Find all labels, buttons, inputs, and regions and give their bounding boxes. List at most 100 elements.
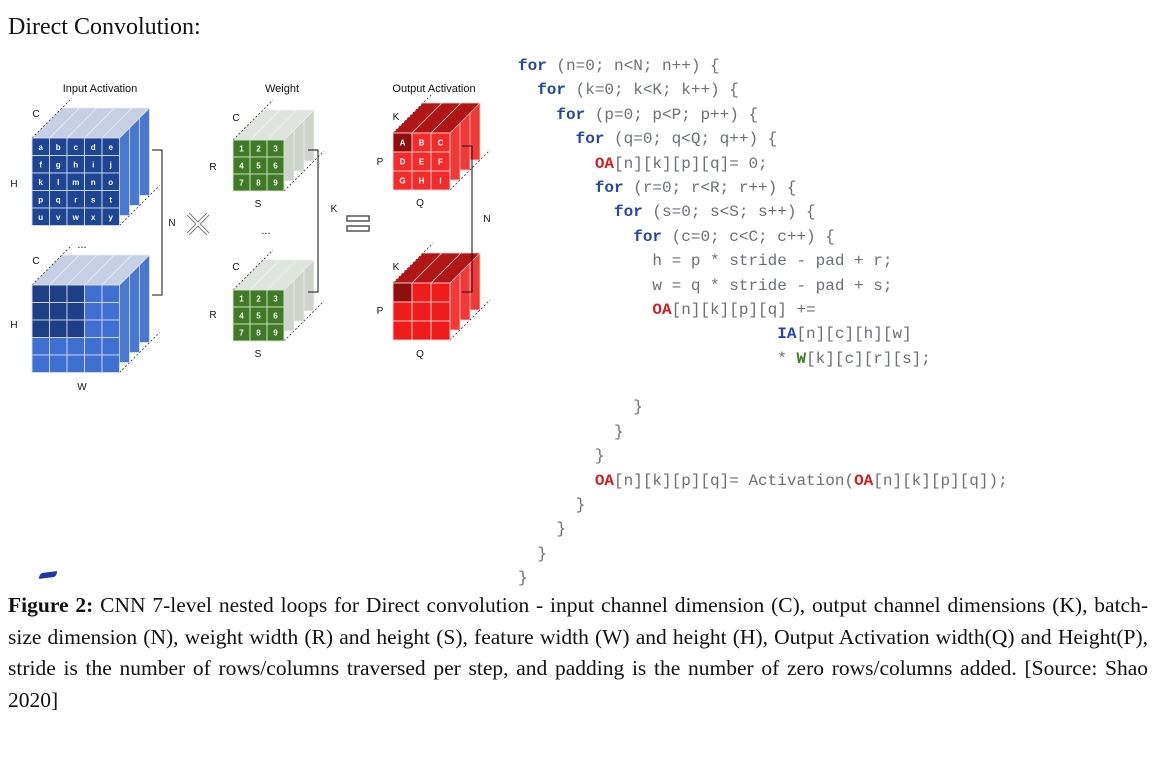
output-front-bottom-cell (411, 301, 432, 322)
weight-front-bottom-cell-label: 1 (239, 295, 244, 304)
input-c-label-top: C (32, 109, 39, 120)
input-front-bottom-cell (49, 354, 68, 373)
input-front-bottom-cell (101, 319, 120, 338)
output-front-top-cell-label: C (438, 139, 444, 148)
code-token-oa: OA (594, 471, 615, 490)
code-token-w: W (796, 349, 807, 368)
output-front-bottom-cell (411, 282, 432, 303)
output-k-label-top: K (393, 112, 400, 123)
output-cube-top-depth-edge (449, 149, 491, 191)
code-line: } (518, 566, 1008, 590)
output-front-top-cell-label: I (439, 177, 441, 186)
input-front-bottom-cell (84, 319, 103, 338)
output-front-top-cell-label: G (399, 177, 405, 186)
output-front-top-cell-label: A (400, 139, 406, 148)
output-cube-bottom-depth-edge (392, 242, 434, 284)
code-line: for (s=0; s<S; s++) { (518, 200, 1008, 224)
input-front-bottom-cell (66, 284, 85, 303)
input-front-top-cell-label: r (74, 195, 77, 204)
output-q-label-bottom: Q (416, 349, 424, 360)
code-line: w = q * stride - pad + s; (518, 274, 1008, 298)
weight-front-top-cell-label: 2 (256, 145, 261, 154)
input-cube-top-depth-edge (31, 97, 73, 139)
code-text: (r=0; r<R; r++) { (623, 178, 797, 197)
weight-front-bottom-cell-label: 9 (273, 329, 278, 338)
input-h-label-bottom: H (10, 320, 17, 331)
input-front-top-cell-label: j (109, 160, 112, 169)
input-front-bottom-cell (101, 354, 120, 373)
input-h-label-top: H (10, 179, 17, 190)
code-token-kw: for (518, 57, 547, 75)
code-line: for (k=0; k<K; k++) { (518, 78, 1008, 102)
weight-front-top-cell-label: 6 (273, 162, 278, 171)
code-text: } (518, 569, 528, 588)
output-bracket (462, 145, 473, 293)
input-front-top-cell-label: e (109, 143, 114, 152)
code-text (518, 325, 777, 343)
input-front-top-cell-label: p (38, 195, 43, 204)
code-text: [n][k][p][q] += (671, 300, 816, 319)
input-front-top-cell-label: c (74, 143, 79, 152)
input-front-bottom-cell (49, 319, 68, 338)
input-front-top-cell-label: v (56, 213, 61, 222)
input-front-bottom-cell (49, 337, 68, 356)
input-front-top-cell-label: h (73, 160, 78, 169)
weight-front-top-cell (266, 173, 285, 192)
code-text: } (518, 447, 605, 466)
output-front-bottom-cell (430, 301, 451, 322)
weight-cube-top-depth-edge (232, 99, 274, 141)
section-heading: Direct Convolution: (8, 14, 201, 40)
input-front-top-cell-label: q (56, 195, 61, 204)
weight-c-label-top: C (232, 113, 239, 124)
code-line (518, 371, 1008, 395)
code-line: } (518, 542, 1008, 566)
output-front-bottom-cell (392, 320, 413, 341)
code-text: [n][c][h][w] (796, 325, 912, 344)
input-cube-bottom-depth-edge (119, 332, 160, 373)
code-line: } (518, 395, 1008, 419)
input-front-bottom-cell (31, 302, 50, 321)
input-front-top-cell-label: y (109, 213, 114, 222)
input-cube-bottom-depth-edge (31, 244, 73, 286)
weight-front-top-cell-label: 3 (273, 145, 278, 154)
weight-front-top-cell-label: 7 (239, 179, 244, 188)
code-line: * W[k][c][r][s]; (518, 347, 1008, 371)
weight-front-top-cell-label: 9 (273, 179, 278, 188)
input-front-top-cell-label: x (91, 213, 96, 222)
code-text: (k=0; k<K; k++) { (566, 81, 739, 100)
input-front-bottom-cell (49, 302, 68, 321)
input-ellipsis: ... (77, 239, 86, 251)
output-front-top-cell-label: F (438, 158, 443, 167)
input-front-top-cell-label: b (56, 143, 61, 152)
output-front-bottom-cell (430, 320, 451, 341)
input-front-bottom-cell (84, 337, 103, 356)
code-text (518, 203, 614, 221)
weight-front-bottom-cell-label: 7 (239, 329, 244, 338)
input-cube-top-depth-edge (119, 185, 160, 226)
code-line: } (518, 444, 1008, 468)
input-front-top-cell-label: a (39, 143, 44, 152)
caption-text: CNN 7-level nested loops for Direct conv… (8, 593, 1149, 712)
code-text: [n][k][p][q]); (873, 471, 1008, 490)
input-front-bottom-cell (66, 337, 85, 356)
code-text: (q=0; q<Q; q++) { (604, 130, 778, 149)
output-front-top-cell-label: E (419, 158, 425, 167)
code-token-kw: for (556, 105, 586, 124)
equals-icon-bottom (346, 225, 370, 232)
weight-cube-bottom-depth-edge (283, 300, 325, 342)
code-token-oa: OA (594, 154, 615, 173)
code-text: [n][k][p][q]= 0; (614, 154, 768, 173)
figure-caption: Figure 2: CNN 7-level nested loops for D… (8, 590, 1148, 716)
weight-bracket (308, 149, 319, 293)
weight-r-label-top: R (209, 162, 216, 173)
output-k-label-bottom: K (393, 262, 400, 273)
input-title: Input Activation (63, 83, 138, 95)
input-front-bottom-cell (101, 302, 120, 321)
output-front-top-cell-label: H (419, 177, 425, 186)
code-text: (n=0; n<N; n++) { (546, 57, 720, 75)
input-front-top-cell-label: u (38, 213, 43, 222)
input-front-top-cell-label: g (56, 160, 61, 169)
input-front-top-cell-label: i (92, 160, 94, 169)
input-w-label: W (77, 382, 87, 393)
blue-mark (38, 570, 58, 580)
